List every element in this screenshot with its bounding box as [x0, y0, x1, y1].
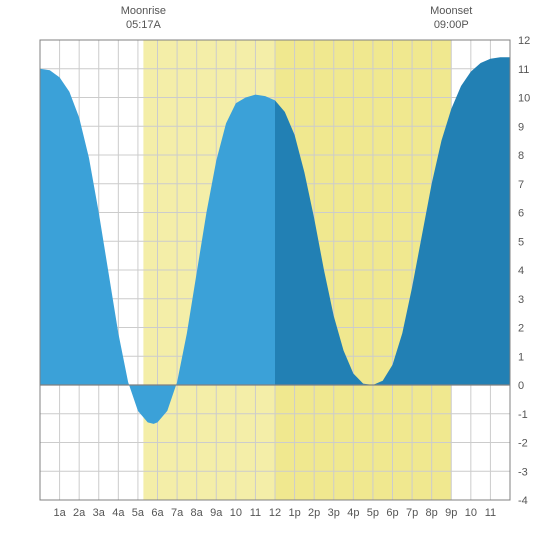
header-annotations: Moonrise 05:17A Moonset 09:00P: [121, 5, 473, 31]
x-tick-label: 4a: [112, 507, 125, 519]
x-tick-label: 11: [485, 507, 496, 519]
x-tick-label: 2a: [73, 507, 86, 519]
y-axis-labels: -4-3-2-10123456789101112: [518, 35, 530, 507]
x-tick-label: 9p: [445, 507, 457, 519]
y-tick-label: 9: [518, 121, 524, 133]
y-tick-label: 7: [518, 179, 524, 191]
moonset-time: 09:00P: [434, 19, 469, 31]
plot-area: [40, 40, 510, 500]
y-tick-label: -2: [518, 438, 528, 450]
x-tick-label: 1p: [288, 507, 300, 519]
x-tick-label: 3a: [93, 507, 106, 519]
x-tick-label: 7p: [406, 507, 418, 519]
x-axis-labels: 1a 2a 3a 4a 5a 6a 7a 8a 9a 10 11 12 1p 2p 3p 4p 5p 6p 7p 8p…: [53, 507, 496, 519]
x-tick-label: 4p: [347, 507, 359, 519]
y-tick-label: -3: [518, 466, 528, 478]
x-tick-label: 10: [465, 507, 477, 519]
x-tick-label: 2p: [308, 507, 320, 519]
y-tick-label: 4: [518, 265, 524, 277]
y-tick-label: 5: [518, 236, 524, 248]
y-tick-label: -1: [518, 409, 528, 421]
y-tick-label: 10: [518, 93, 530, 105]
y-tick-label: 3: [518, 294, 524, 306]
moonrise-time: 05:17A: [126, 19, 162, 31]
x-tick-label: 3p: [328, 507, 340, 519]
tide-chart: Moonrise05:17AMoonset09:00P-4-3-2-101234…: [0, 0, 550, 550]
x-tick-label: 8a: [191, 507, 204, 519]
y-tick-label: 8: [518, 150, 524, 162]
x-tick-label: 10: [230, 507, 242, 519]
x-tick-label: 6a: [151, 507, 164, 519]
y-tick-label: -4: [518, 495, 528, 507]
x-tick-label: 12: [269, 507, 281, 519]
y-tick-label: 1: [518, 351, 524, 363]
y-tick-label: 0: [518, 380, 524, 392]
x-tick-label: 5p: [367, 507, 379, 519]
x-tick-label: 5a: [132, 507, 145, 519]
x-tick-label: 1a: [53, 507, 66, 519]
y-tick-label: 6: [518, 208, 524, 220]
moonset-label: Moonset: [430, 5, 472, 17]
moonrise-label: Moonrise: [121, 5, 166, 17]
x-tick-label: 8p: [426, 507, 438, 519]
y-tick-label: 12: [518, 35, 530, 47]
y-tick-label: 2: [518, 323, 524, 335]
x-tick-label: 7a: [171, 507, 184, 519]
x-tick-label: 11: [250, 507, 261, 519]
y-tick-label: 11: [518, 64, 529, 76]
x-tick-label: 6p: [386, 507, 398, 519]
x-tick-label: 9a: [210, 507, 223, 519]
